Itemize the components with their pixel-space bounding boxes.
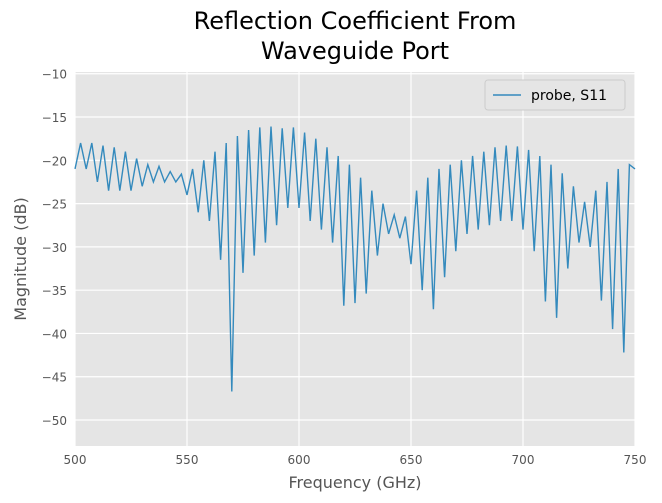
y-tick-label: −35 [42, 284, 67, 298]
x-tick-label: 700 [512, 453, 535, 467]
legend-box [484, 79, 626, 111]
plot-area [75, 72, 635, 446]
y-tick-label: −40 [42, 327, 67, 341]
x-tick-label: 550 [176, 453, 199, 467]
y-tick-label: −50 [42, 414, 67, 428]
x-axis-label: Frequency (GHz) [288, 473, 421, 492]
x-tick-label: 750 [624, 453, 647, 467]
legend-label: probe, S11 [531, 88, 607, 104]
x-tick-label: 500 [64, 453, 87, 467]
y-tick-label: −45 [42, 371, 67, 385]
y-tick-label: −25 [42, 198, 67, 212]
series-line [74, 126, 636, 392]
y-axis-label: Magnitude (dB) [11, 197, 30, 320]
y-tick-label: −10 [42, 68, 67, 82]
x-tick-label: 600 [288, 453, 311, 467]
y-tick-label: −20 [42, 154, 67, 168]
y-tick-label: −30 [42, 241, 67, 255]
x-tick-label: 650 [400, 453, 423, 467]
marks [74, 126, 636, 392]
y-tick-label: −15 [42, 111, 67, 125]
chart-title: Reflection Coefficient From Waveguide Po… [193, 7, 517, 65]
